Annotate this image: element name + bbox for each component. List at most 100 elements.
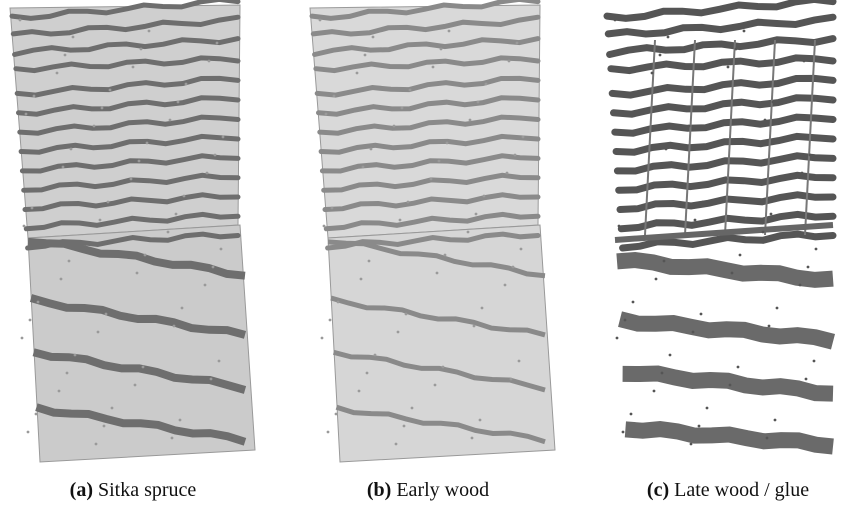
speck bbox=[337, 301, 340, 304]
speck bbox=[148, 30, 151, 33]
speck bbox=[516, 42, 519, 45]
speck bbox=[74, 354, 77, 357]
speck bbox=[803, 60, 806, 63]
speck bbox=[481, 307, 484, 310]
speck bbox=[327, 431, 330, 434]
speck bbox=[522, 136, 525, 139]
speck bbox=[204, 284, 207, 287]
speck bbox=[731, 272, 734, 275]
speck bbox=[401, 107, 404, 110]
speck bbox=[778, 195, 781, 198]
speck bbox=[518, 360, 521, 363]
speck bbox=[807, 266, 810, 269]
panel-caption: Sitka spruce bbox=[98, 479, 196, 501]
speck bbox=[483, 195, 486, 198]
speck bbox=[665, 148, 668, 151]
speck bbox=[218, 360, 221, 363]
speck bbox=[616, 337, 619, 340]
speck bbox=[130, 178, 133, 181]
speck bbox=[210, 378, 213, 381]
panel-caption: Early wood bbox=[396, 479, 489, 501]
speck bbox=[448, 30, 451, 33]
speck bbox=[23, 225, 26, 228]
speck bbox=[368, 260, 371, 263]
speck bbox=[403, 425, 406, 428]
growth-ring bbox=[611, 58, 833, 71]
speck bbox=[739, 254, 742, 257]
speck bbox=[56, 72, 59, 75]
speck bbox=[323, 225, 326, 228]
speck bbox=[442, 366, 445, 369]
speck bbox=[663, 260, 666, 263]
speck bbox=[142, 366, 145, 369]
speck bbox=[651, 72, 654, 75]
speck bbox=[214, 154, 217, 157]
speck bbox=[175, 213, 178, 216]
speck bbox=[21, 337, 24, 340]
speck bbox=[206, 172, 209, 175]
speck bbox=[446, 142, 449, 145]
speck bbox=[659, 54, 662, 57]
speck bbox=[510, 378, 513, 381]
speck bbox=[473, 325, 476, 328]
speck bbox=[31, 207, 34, 210]
ray bbox=[725, 40, 735, 235]
speck bbox=[475, 213, 478, 216]
speck bbox=[321, 337, 324, 340]
speck bbox=[181, 307, 184, 310]
speck bbox=[105, 313, 108, 316]
speck bbox=[506, 172, 509, 175]
speck bbox=[395, 443, 398, 446]
speck bbox=[33, 95, 36, 98]
speck bbox=[101, 107, 104, 110]
speck bbox=[333, 95, 336, 98]
speck bbox=[183, 195, 186, 198]
speck bbox=[60, 278, 63, 281]
speck bbox=[768, 325, 771, 328]
speck bbox=[817, 136, 820, 139]
speck bbox=[692, 331, 695, 334]
speck bbox=[144, 254, 147, 257]
speck bbox=[366, 372, 369, 375]
growth-ring bbox=[607, 0, 833, 18]
speck bbox=[512, 266, 515, 269]
speck bbox=[444, 254, 447, 257]
speck bbox=[393, 125, 396, 128]
speck bbox=[698, 425, 701, 428]
speck bbox=[356, 72, 359, 75]
speck bbox=[630, 413, 633, 416]
speck bbox=[35, 413, 38, 416]
growth-ring bbox=[619, 175, 833, 190]
speck bbox=[132, 66, 135, 69]
speck bbox=[358, 390, 361, 393]
speck bbox=[222, 136, 225, 139]
ray bbox=[765, 40, 775, 235]
speck bbox=[97, 331, 100, 334]
speck bbox=[706, 407, 709, 410]
speck bbox=[766, 437, 769, 440]
speck bbox=[19, 19, 22, 22]
speck bbox=[688, 125, 691, 128]
speck bbox=[140, 48, 143, 51]
speck bbox=[743, 30, 746, 33]
speck bbox=[72, 36, 75, 39]
speck bbox=[171, 437, 174, 440]
speck bbox=[216, 42, 219, 45]
speck bbox=[407, 201, 410, 204]
speck bbox=[99, 219, 102, 222]
speck bbox=[811, 42, 814, 45]
caption-a: (a) Sitka spruce bbox=[70, 479, 197, 501]
speck bbox=[70, 148, 73, 151]
speck bbox=[770, 213, 773, 216]
speck bbox=[657, 166, 660, 169]
speck bbox=[29, 319, 32, 322]
speck bbox=[477, 101, 480, 104]
speck bbox=[93, 125, 96, 128]
growth-ring bbox=[610, 39, 833, 55]
speck bbox=[741, 142, 744, 145]
speck bbox=[735, 48, 738, 51]
speck bbox=[737, 366, 740, 369]
speck bbox=[704, 89, 707, 92]
speck bbox=[62, 166, 65, 169]
speck bbox=[95, 443, 98, 446]
